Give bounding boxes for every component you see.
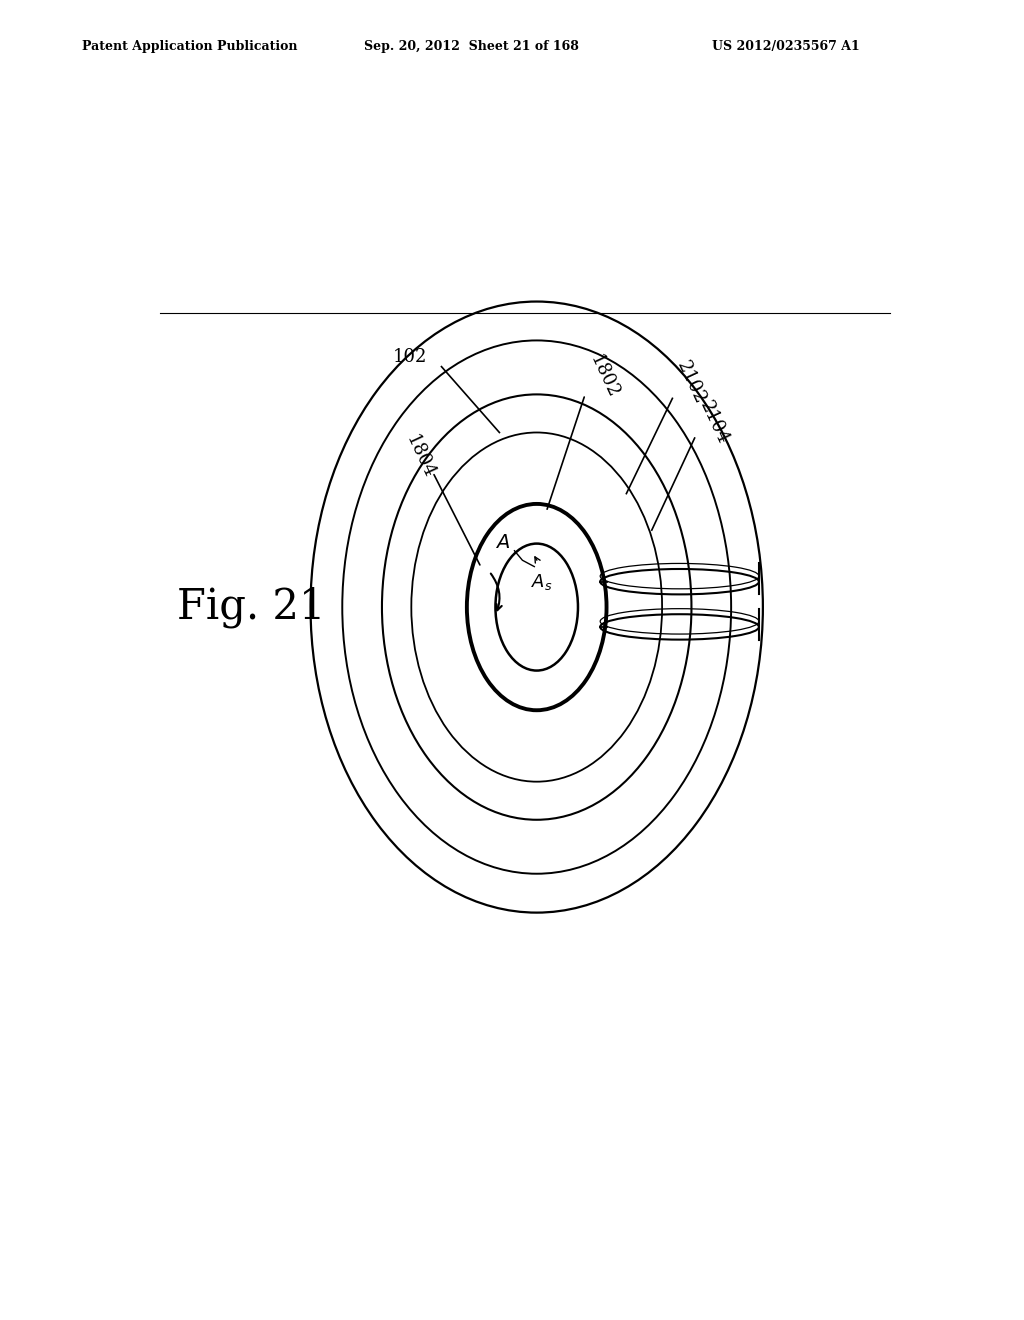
Text: $A$: $A$ <box>495 533 510 552</box>
Text: $A_s$: $A_s$ <box>531 573 553 593</box>
Text: 2102: 2102 <box>674 358 710 407</box>
Text: 1802: 1802 <box>587 352 622 401</box>
Text: Sep. 20, 2012  Sheet 21 of 168: Sep. 20, 2012 Sheet 21 of 168 <box>364 40 579 53</box>
Text: 2104: 2104 <box>696 397 731 446</box>
Text: Patent Application Publication: Patent Application Publication <box>82 40 297 53</box>
Text: Fig. 21: Fig. 21 <box>177 586 326 628</box>
Text: 102: 102 <box>392 348 427 366</box>
Text: US 2012/0235567 A1: US 2012/0235567 A1 <box>712 40 859 53</box>
Text: 1804: 1804 <box>402 432 438 480</box>
